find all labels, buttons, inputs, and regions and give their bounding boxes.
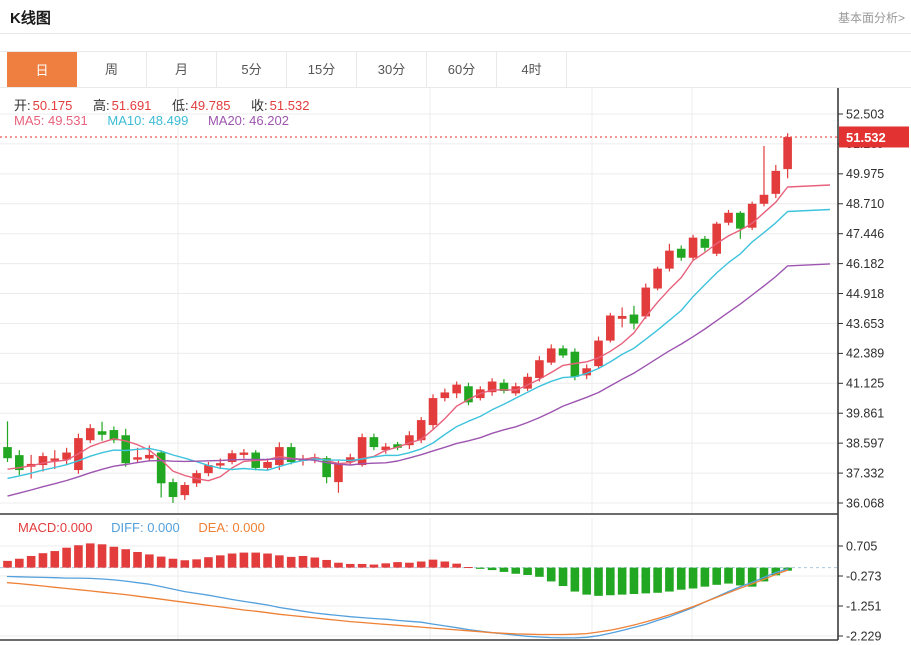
- ma20-item: MA20: 46.202: [207, 113, 289, 128]
- svg-text:-0.273: -0.273: [846, 569, 881, 583]
- tab-15min[interactable]: 15分: [287, 52, 357, 87]
- dea-line: [6, 569, 789, 636]
- high-item: 高: 51.691: [93, 98, 152, 113]
- tab-4hour[interactable]: 4时: [497, 52, 567, 87]
- tab-30min[interactable]: 30分: [357, 52, 427, 87]
- candles-layer: [3, 133, 792, 503]
- ma10-line: [7, 208, 831, 480]
- ohlc-legend: 开: 50.175 高: 51.691 低: 49.785 收: 51.532: [14, 95, 326, 114]
- ma5-value: 49.531: [47, 113, 88, 128]
- diff-value: 0.000: [147, 520, 180, 535]
- header-divider: [0, 33, 911, 34]
- svg-text:-1.251: -1.251: [846, 599, 881, 613]
- page-title: K线图: [10, 10, 51, 27]
- fundamental-analysis-link[interactable]: 基本面分析>: [837, 11, 905, 25]
- svg-text:38.597: 38.597: [846, 436, 884, 450]
- tab-60min[interactable]: 60分: [427, 52, 497, 87]
- svg-text:36.068: 36.068: [846, 496, 884, 510]
- low-item: 低: 49.785: [172, 98, 231, 113]
- svg-text:46.182: 46.182: [846, 257, 884, 271]
- svg-text:-2.229: -2.229: [846, 629, 881, 643]
- ma5-item: MA5: 49.531: [14, 113, 88, 128]
- period-tabs: 日周月 5分 15分 30分 60分 4时: [0, 51, 911, 88]
- ma20-value: 46.202: [249, 113, 289, 128]
- svg-text:0.705: 0.705: [846, 539, 877, 553]
- open-value: 50.175: [32, 98, 73, 113]
- tab-week[interactable]: 周: [77, 52, 147, 87]
- current-price-badge: 51.532: [839, 126, 909, 148]
- diff-line: [6, 568, 789, 639]
- macd-legend: MACD:0.000 DIFF: 0.000 DEA: 0.000: [18, 520, 280, 535]
- tab-5min[interactable]: 5分: [217, 52, 287, 87]
- ma5-line: [7, 184, 831, 482]
- svg-text:43.653: 43.653: [846, 317, 884, 331]
- diff-item: DIFF: 0.000: [111, 520, 180, 535]
- low-value: 49.785: [190, 98, 231, 113]
- ma-legend: MA5: 49.531 MA10: 48.499 MA20: 46.202: [14, 113, 305, 128]
- ma10-value: 48.499: [148, 113, 189, 128]
- svg-text:51.532: 51.532: [846, 130, 886, 145]
- high-value: 51.691: [111, 98, 152, 113]
- macd-item: MACD:0.000: [18, 520, 93, 535]
- macd-axis-labels: 0.705 -0.273 -1.251 -2.229: [838, 539, 881, 643]
- macd-histogram: [3, 543, 792, 596]
- tab-month[interactable]: 月: [147, 52, 217, 87]
- dea-value: 0.000: [232, 520, 265, 535]
- close-item: 收: 51.532: [251, 98, 310, 113]
- svg-text:41.125: 41.125: [846, 377, 884, 391]
- svg-text:42.389: 42.389: [846, 347, 884, 361]
- svg-text:48.710: 48.710: [846, 197, 884, 211]
- price-axis-labels: 52.50351.23949.97548.71047.44646.18244.9…: [838, 107, 884, 510]
- close-value: 51.532: [269, 98, 310, 113]
- open-item: 开: 50.175: [14, 98, 73, 113]
- svg-text:39.861: 39.861: [846, 407, 884, 421]
- svg-text:49.975: 49.975: [846, 167, 884, 181]
- svg-text:37.332: 37.332: [846, 466, 884, 480]
- ma20-line: [7, 263, 831, 497]
- tab-day[interactable]: 日: [7, 52, 77, 87]
- svg-text:44.918: 44.918: [846, 287, 884, 301]
- grid-layer: [0, 88, 838, 640]
- svg-text:52.503: 52.503: [846, 107, 884, 121]
- svg-text:47.446: 47.446: [846, 227, 884, 241]
- macd-value: 0.000: [59, 520, 93, 535]
- ma10-item: MA10: 48.499: [107, 113, 189, 128]
- dea-item: DEA: 0.000: [198, 520, 265, 535]
